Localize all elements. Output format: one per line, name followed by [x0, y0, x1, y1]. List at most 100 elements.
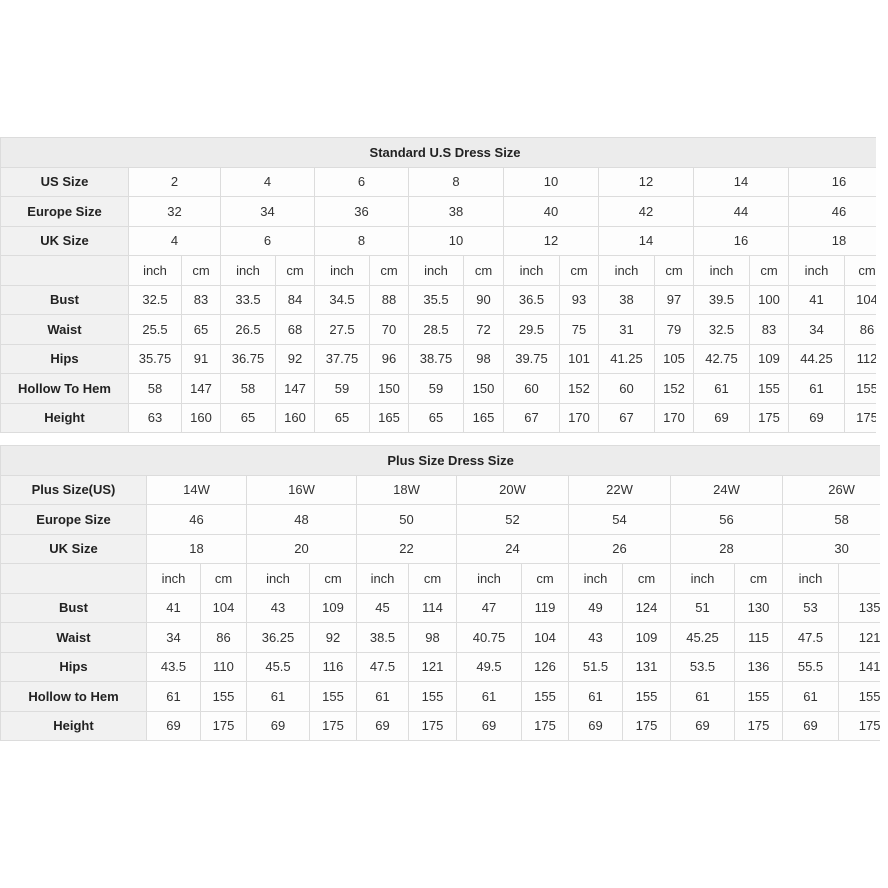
- unit-cell: inch: [314, 255, 370, 286]
- size-cell: 58: [781, 504, 880, 535]
- value-cell: 43: [568, 622, 623, 653]
- value-cell: 155: [622, 681, 671, 712]
- value-cell: 53: [782, 592, 839, 623]
- unit-cell: inch: [568, 563, 623, 594]
- table-title: Standard U.S Dress Size: [0, 137, 876, 168]
- row-label: Plus Size(US): [0, 474, 147, 505]
- value-cell: 105: [654, 343, 694, 374]
- row-label: Height: [0, 710, 147, 741]
- size-row: Plus Size(US) 14W 16W 18W 20W 22W 24W 26W: [0, 474, 880, 505]
- value-cell: 47.5: [356, 651, 409, 682]
- size-row: UK Size 4 6 8 10 12 14 16 18: [0, 225, 876, 256]
- value-cell: 47.5: [782, 622, 839, 653]
- size-row: US Size 2 4 6 8 10 12 14 16: [0, 166, 876, 197]
- value-cell: 110: [200, 651, 247, 682]
- value-cell: 109: [749, 343, 789, 374]
- value-cell: 93: [559, 284, 599, 315]
- size-cell: 10: [408, 225, 504, 256]
- measurement-row: Bust 41 104 43 109 45 114 47 119 49 124 51 130 53 135: [0, 592, 880, 623]
- value-cell: 38.5: [356, 622, 409, 653]
- value-cell: 67: [598, 402, 655, 433]
- unit-cell: cm: [749, 255, 789, 286]
- value-cell: 36.75: [220, 343, 276, 374]
- value-cell: 59: [314, 373, 370, 404]
- standard-size-chart: Standard U.S Dress Size US Size 2 4 6 8 10 12 14…: [0, 137, 876, 433]
- value-cell: 92: [275, 343, 315, 374]
- unit-cell: cm: [734, 563, 783, 594]
- size-cell: 14W: [146, 474, 247, 505]
- value-cell: 61: [356, 681, 409, 712]
- empty-cell: [0, 563, 147, 594]
- value-cell: 33.5: [220, 284, 276, 315]
- value-cell: 75: [559, 314, 599, 345]
- value-cell: 155: [408, 681, 457, 712]
- value-cell: 42.75: [693, 343, 750, 374]
- value-cell: 155: [837, 681, 880, 712]
- value-cell: 152: [559, 373, 599, 404]
- value-cell: 27.5: [314, 314, 370, 345]
- value-cell: 65: [181, 314, 221, 345]
- value-cell: 170: [654, 402, 694, 433]
- value-cell: 175: [843, 402, 876, 433]
- value-cell: 34.5: [314, 284, 370, 315]
- value-cell: 109: [622, 622, 671, 653]
- unit-cell: [837, 563, 880, 594]
- value-cell: 38: [598, 284, 655, 315]
- value-cell: 104: [200, 592, 247, 623]
- value-cell: 26.5: [220, 314, 276, 345]
- unit-cell: inch: [670, 563, 735, 594]
- size-cell: 34: [220, 196, 315, 227]
- value-cell: 45: [356, 592, 409, 623]
- value-cell: 43: [246, 592, 310, 623]
- value-cell: 63: [128, 402, 182, 433]
- measurement-row: Waist 34 86 36.25 92 38.5 98 40.75 104 43 109 45.25…: [0, 622, 880, 653]
- value-cell: 116: [309, 651, 357, 682]
- size-row: Europe Size 46 48 50 52 54 56 58: [0, 504, 880, 535]
- value-cell: 126: [521, 651, 569, 682]
- value-cell: 175: [309, 710, 357, 741]
- value-cell: 155: [200, 681, 247, 712]
- size-cell: 20: [246, 533, 357, 564]
- value-cell: 130: [734, 592, 783, 623]
- value-cell: 61: [693, 373, 750, 404]
- row-label: Height: [0, 402, 129, 433]
- value-cell: 90: [463, 284, 504, 315]
- size-row: Europe Size 32 34 36 38 40 42 44 46: [0, 196, 876, 227]
- size-cell: 42: [598, 196, 694, 227]
- value-cell: 41: [146, 592, 201, 623]
- value-cell: 69: [788, 402, 845, 433]
- unit-cell: cm: [559, 255, 599, 286]
- unit-cell: inch: [503, 255, 560, 286]
- value-cell: 31: [598, 314, 655, 345]
- title-row: Standard U.S Dress Size: [0, 137, 876, 168]
- size-cell: 6: [220, 225, 315, 256]
- value-cell: 69: [246, 710, 310, 741]
- value-cell: 121: [408, 651, 457, 682]
- value-cell: 69: [782, 710, 839, 741]
- value-cell: 45.5: [246, 651, 310, 682]
- size-cell: 26: [568, 533, 671, 564]
- value-cell: 34: [788, 314, 845, 345]
- size-cell: 54: [568, 504, 671, 535]
- value-cell: 155: [521, 681, 569, 712]
- value-cell: 83: [181, 284, 221, 315]
- value-cell: 69: [456, 710, 522, 741]
- value-cell: 121: [837, 622, 880, 653]
- unit-cell: inch: [693, 255, 750, 286]
- size-cell: 8: [314, 225, 409, 256]
- value-cell: 84: [275, 284, 315, 315]
- unit-row: inch cm inch cm inch cm inch cm inch cm inch cm inch: [0, 563, 880, 594]
- value-cell: 115: [734, 622, 783, 653]
- value-cell: 49.5: [456, 651, 522, 682]
- value-cell: 119: [521, 592, 569, 623]
- value-cell: 112: [843, 343, 876, 374]
- value-cell: 43.5: [146, 651, 201, 682]
- value-cell: 36.25: [246, 622, 310, 653]
- value-cell: 29.5: [503, 314, 560, 345]
- size-cell: 16W: [246, 474, 357, 505]
- value-cell: 41.25: [598, 343, 655, 374]
- size-cell: 18: [787, 225, 876, 256]
- size-cell: 44: [693, 196, 789, 227]
- value-cell: 38.75: [408, 343, 464, 374]
- measurement-row: Hollow to Hem 61 155 61 155 61 155 61 155 61 155 61…: [0, 681, 880, 712]
